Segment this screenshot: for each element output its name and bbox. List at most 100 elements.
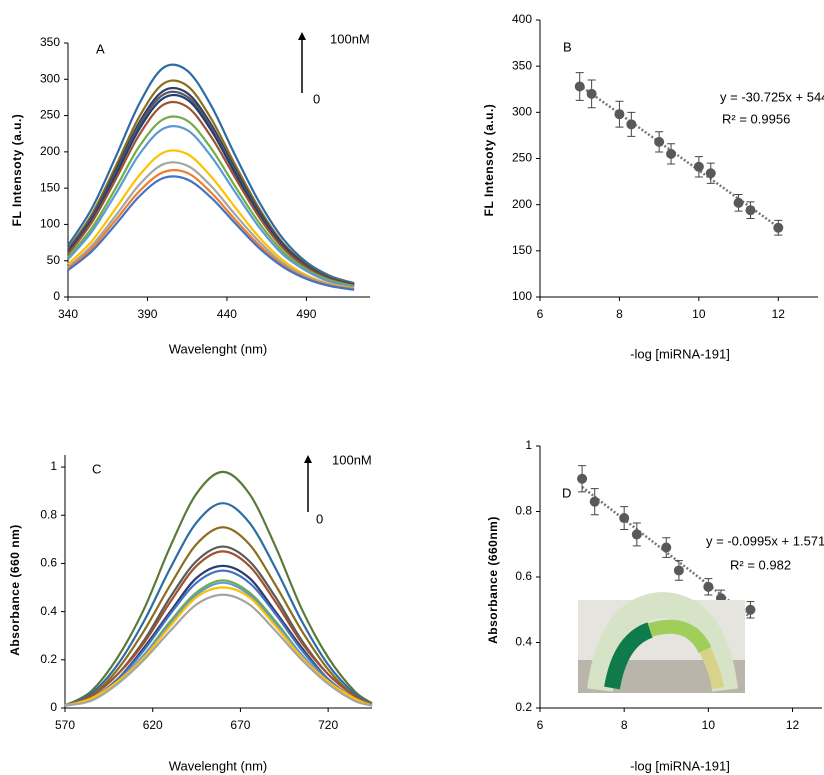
annotation-panel: B [563,39,572,54]
x-axis-label: Wavelenght (nm) [169,758,268,773]
spectrum-line [64,470,373,707]
y-tick-label: 1 [50,459,57,473]
spectrum-line [67,115,355,288]
spectrum-line [67,149,355,290]
data-point [705,168,716,179]
y-tick-label: 0.6 [515,569,532,583]
annotation-equation: y = -0.0995x + 1.5714 [706,533,824,548]
x-tick-label: 6 [537,307,544,321]
data-point [614,109,625,120]
data-point [773,222,784,233]
annotation-r-squared: R² = 0.9956 [722,111,790,126]
x-tick-label: 620 [143,718,163,732]
x-tick-label: 720 [318,718,338,732]
data-point [577,473,588,484]
x-tick-label: 10 [692,307,706,321]
x-tick-label: 440 [217,307,237,321]
arrow-head [304,455,312,463]
annotation-equation: y = -30.725x + 544.42 [720,89,824,104]
y-tick-label: 0 [53,289,60,303]
spectrum-line [67,175,355,291]
x-axis-label: -log [miRNA-191] [630,758,730,773]
y-tick-label: 0.4 [515,635,532,649]
data-point [631,529,642,540]
x-tick-label: 12 [786,718,800,732]
y-tick-label: 1 [525,438,532,452]
photo-tubes [587,591,738,692]
trendline [578,84,780,229]
x-tick-label: 12 [772,307,786,321]
y-tick-label: 0 [50,700,57,714]
x-tick-label: 8 [616,307,623,321]
y-tick-label: 400 [512,12,532,26]
spectrum-line [64,586,373,707]
x-axis-label: Wavelenght (nm) [169,341,268,356]
y-tick-label: 0.4 [40,604,57,618]
y-tick-label: 100 [40,217,60,231]
spectrum-line [64,526,373,707]
annotation-panel: A [96,41,105,56]
y-tick-label: 300 [512,105,532,119]
annotation-panel: C [92,461,101,476]
data-point [703,581,714,592]
y-axis-label: FL Intensoty (a.u.) [10,114,24,227]
x-tick-label: 670 [230,718,250,732]
y-tick-label: 200 [512,197,532,211]
annotation-conc-low: 0 [316,511,323,526]
y-tick-label: 100 [512,289,532,303]
y-axis-label: Absorbance (660nm) [486,516,500,644]
spectrum-line [67,63,355,285]
y-tick-label: 150 [512,243,532,257]
data-point [661,542,672,553]
spectrum-line [64,502,373,707]
y-axis-label: FL Intensoty (a.u.) [482,104,496,217]
y-tick-label: 0.8 [40,507,57,521]
x-tick-label: 10 [702,718,716,732]
data-point [654,136,665,147]
photo-tubes-pale [699,647,724,690]
x-tick-label: 6 [537,718,544,732]
data-point [745,604,756,615]
spectrum-line [67,125,355,288]
y-tick-label: 300 [40,71,60,85]
y-tick-label: 0.6 [40,556,57,570]
y-tick-label: 350 [40,35,60,49]
data-point [733,197,744,208]
photo-tubes-light [647,619,712,654]
y-tick-label: 250 [40,108,60,122]
spectrum-line [64,569,373,707]
y-tick-label: 0.8 [515,504,532,518]
annotation-r-squared: R² = 0.982 [730,557,791,572]
y-tick-label: 50 [47,253,61,267]
x-tick-label: 570 [55,718,75,732]
spectrum-line [67,161,355,291]
arrow-head [298,32,306,40]
y-tick-label: 150 [40,180,60,194]
data-point [619,513,630,524]
annotation-conc-high: 100nM [332,452,372,467]
spectrum-line [67,100,355,287]
data-point [586,88,597,99]
data-point [589,496,600,507]
x-tick-label: 8 [621,718,628,732]
x-tick-label: 490 [296,307,316,321]
spectrum-line [64,593,373,707]
photo-tubes-dark [604,622,654,690]
x-tick-label: 340 [58,307,78,321]
annotation-conc-low: 0 [313,91,320,106]
y-tick-label: 350 [512,58,532,72]
annotation-panel: D [562,485,571,500]
x-tick-label: 390 [137,307,157,321]
y-axis-label: Absorbance (660 nm) [8,524,22,656]
photo-inset [578,591,745,693]
y-tick-label: 200 [40,144,60,158]
y-tick-label: 0.2 [40,652,57,666]
data-point [673,565,684,576]
annotation-conc-high: 100nM [330,31,370,46]
data-point [745,205,756,216]
y-tick-label: 0.2 [515,700,532,714]
data-point [574,81,585,92]
